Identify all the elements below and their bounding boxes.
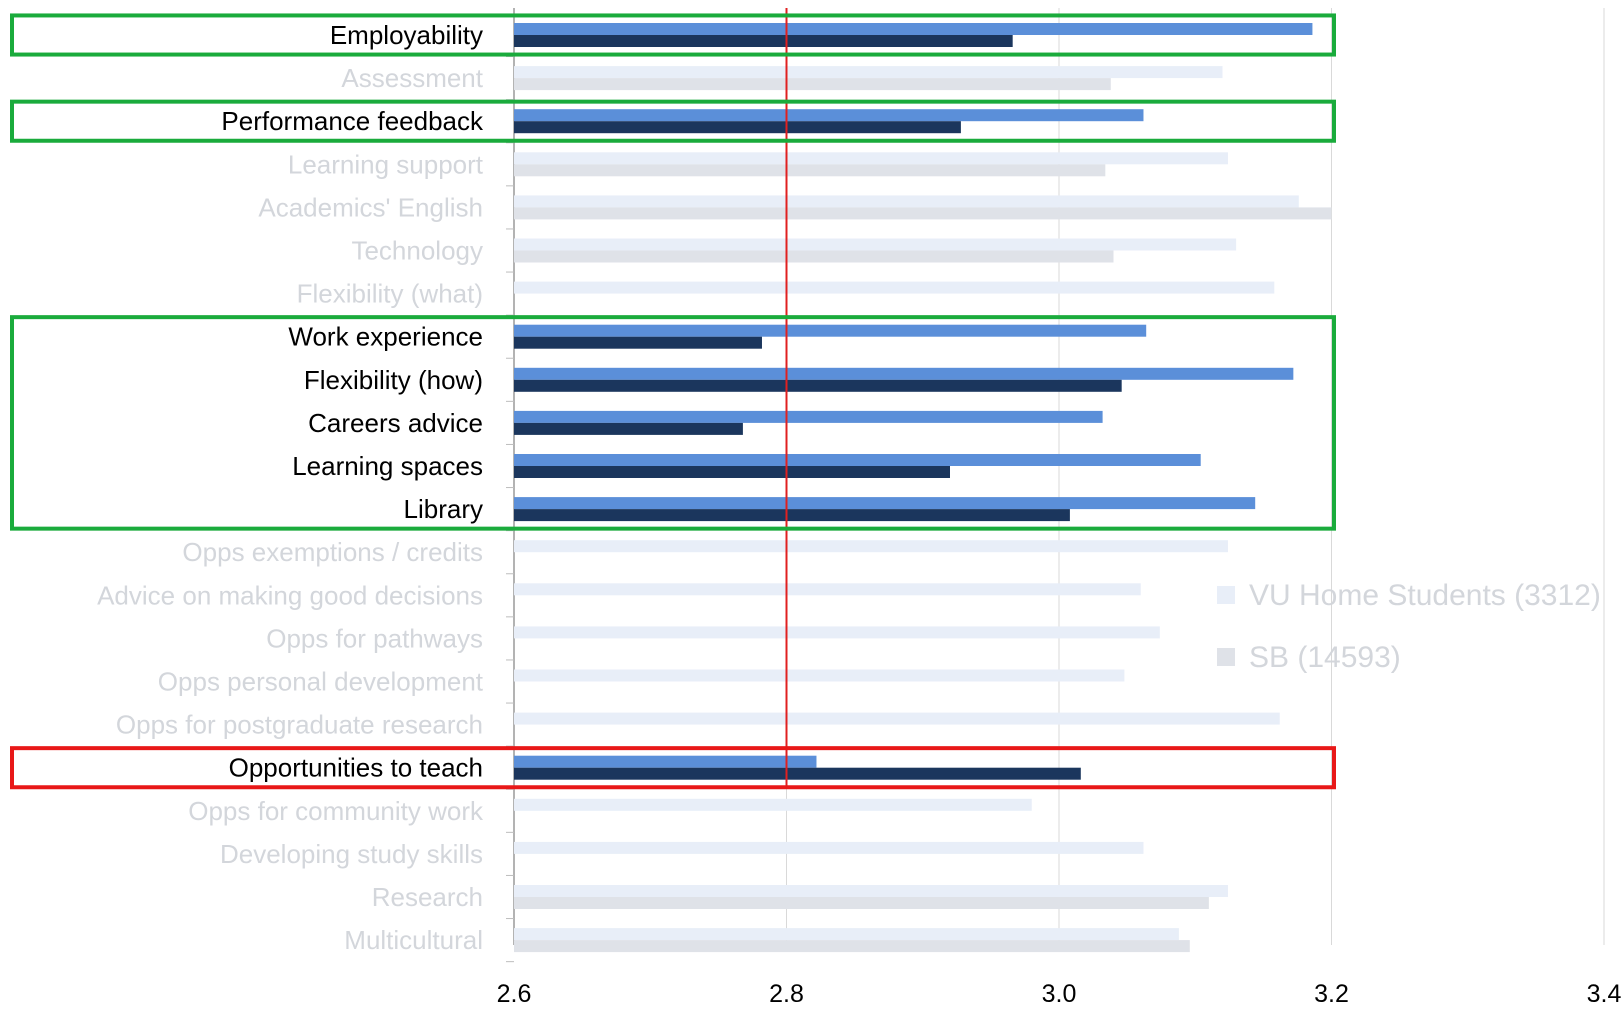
bar-sb [514, 121, 961, 134]
category-label: Work experience [288, 322, 483, 352]
x-tick-label: 2.8 [769, 980, 804, 1008]
category-label: Research [372, 882, 483, 912]
bar-sb [514, 897, 1209, 909]
category-label: Careers advice [308, 408, 483, 438]
bar-sb [514, 379, 1122, 392]
bar-vu-home-students [514, 583, 1141, 596]
bar-vu-home-students [514, 928, 1179, 941]
bar-vu-home-students [514, 367, 1294, 380]
bar-vu-home-students [514, 626, 1160, 639]
legend-label: VU Home Students (3312) [1249, 579, 1601, 612]
category-label: Opps exemptions / credits [182, 537, 483, 567]
category-label: Learning support [288, 149, 484, 179]
bar-vu-home-students [514, 109, 1144, 122]
legend-swatch [1217, 586, 1235, 604]
bar-vu-home-students [514, 23, 1313, 35]
bar-vu-home-students [514, 497, 1256, 510]
category-label: Flexibility (what) [297, 279, 483, 309]
bar-vu-home-students [514, 238, 1237, 251]
legend-swatch [1217, 648, 1235, 666]
bar-sb [514, 35, 1013, 47]
x-tick-label: 2.6 [497, 980, 532, 1008]
category-label: Flexibility (how) [304, 365, 483, 395]
bar-vu-home-students [514, 540, 1228, 553]
bar-vu-home-students [514, 669, 1125, 682]
bar-vu-home-students [514, 66, 1223, 79]
bar-sb [514, 207, 1332, 220]
category-label: Opps personal development [158, 667, 484, 697]
category-label: Library [404, 494, 483, 524]
bar-sb [514, 250, 1114, 263]
bar-vu-home-students [514, 324, 1147, 337]
category-labels: Employability Assessment Performance feedb… [97, 20, 484, 955]
bar-sb [514, 164, 1106, 177]
bar-sb [514, 422, 743, 435]
x-tick-label: 3.2 [1314, 980, 1349, 1008]
x-tick-label: 3.0 [1042, 980, 1077, 1008]
bar-sb [514, 78, 1111, 91]
bar-vu-home-students [514, 410, 1103, 423]
bar-vu-home-students [514, 195, 1299, 208]
bar-vu-home-students [514, 454, 1201, 466]
category-label: Opportunities to teach [229, 753, 483, 783]
highlight-box-green [10, 315, 1336, 531]
bar-vu-home-students [514, 152, 1228, 165]
bar-vu-home-students [514, 798, 1032, 811]
bar-vu-home-students [514, 281, 1275, 294]
category-label: Developing study skills [220, 839, 483, 869]
legend: VU Home Students (3312) SB (14593) [1217, 579, 1601, 674]
bars [514, 23, 1332, 953]
highlight-boxes [10, 13, 1336, 790]
highlight-box-red [10, 746, 1336, 790]
highlight-box-green [10, 13, 1336, 57]
category-label: Multicultural [344, 925, 483, 955]
category-label: Learning spaces [292, 451, 483, 481]
category-label: Academics' English [258, 192, 483, 222]
category-label: Assessment [341, 63, 483, 93]
highlight-box-green [10, 99, 1336, 143]
bar-sb [514, 509, 1070, 522]
bar-vu-home-students [514, 841, 1144, 854]
x-tick-label: 3.4 [1587, 980, 1622, 1008]
legend-label: SB (14593) [1249, 641, 1401, 674]
category-label: Opps for pathways [266, 623, 483, 653]
category-label: Opps for postgraduate research [116, 710, 483, 740]
bar-sb [514, 940, 1190, 953]
bar-sb [514, 767, 1081, 780]
bar-vu-home-students [514, 885, 1228, 897]
category-label: Employability [330, 20, 483, 50]
bar-vu-home-students [514, 755, 817, 768]
x-axis: 2.6 2.8 3.0 3.2 3.4 [497, 56, 1622, 1008]
category-label: Advice on making good decisions [97, 580, 483, 610]
bar-sb [514, 466, 950, 478]
bar-sb [514, 336, 762, 349]
bar-vu-home-students [514, 712, 1280, 725]
category-label: Opps for community work [188, 796, 484, 826]
category-label: Performance feedback [221, 106, 484, 136]
category-label: Technology [351, 236, 483, 266]
